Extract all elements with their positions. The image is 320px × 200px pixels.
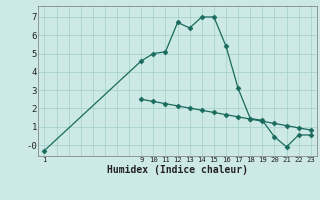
X-axis label: Humidex (Indice chaleur): Humidex (Indice chaleur): [107, 165, 248, 175]
